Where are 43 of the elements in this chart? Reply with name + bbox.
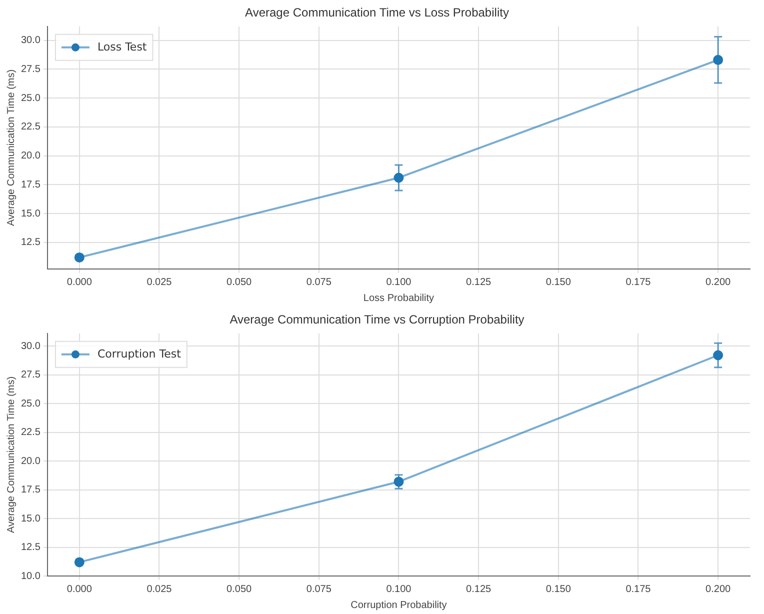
y-tick-label: 17.5 xyxy=(20,179,41,190)
x-tick-label: 0.175 xyxy=(626,276,652,288)
legend-label: Loss Test xyxy=(97,40,148,54)
y-tick-label: 10.0 xyxy=(20,570,41,582)
y-tick-label: 20.0 xyxy=(20,150,41,162)
x-tick-label: 0.100 xyxy=(386,276,412,288)
y-tick-label: 25.0 xyxy=(20,398,41,410)
x-tick-label: 0.125 xyxy=(466,276,492,288)
y-tick-label: 17.5 xyxy=(20,484,41,496)
y-tick-label: 30.0 xyxy=(20,340,41,352)
x-tick-label: 0.000 xyxy=(66,584,92,595)
x-tick-label: 0.075 xyxy=(306,584,332,595)
y-tick-label: 27.5 xyxy=(20,370,41,381)
x-tick-label: 0.100 xyxy=(386,584,412,595)
y-tick-label: 15.0 xyxy=(20,513,41,524)
chart-title: Average Communication Time vs Corruption Probability xyxy=(230,312,524,327)
y-tick-label: 27.5 xyxy=(20,64,41,75)
y-tick-label: 15.0 xyxy=(20,208,41,220)
y-axis-title: Average Communication Time (ms) xyxy=(6,376,17,533)
y-tick-label: 30.0 xyxy=(20,35,41,46)
x-tick-label: 0.200 xyxy=(706,276,732,288)
y-tick-label: 22.5 xyxy=(20,427,41,438)
chart-title: Average Communication Time vs Loss Probability xyxy=(245,6,509,20)
x-axis-title: Corruption Probability xyxy=(350,600,447,611)
y-tick-label: 20.0 xyxy=(20,456,41,467)
x-tick-label: 0.050 xyxy=(226,276,252,288)
x-tick-label: 0.175 xyxy=(626,584,652,595)
x-tick-label: 0.025 xyxy=(146,584,172,595)
x-tick-label: 0.050 xyxy=(226,584,252,595)
y-tick-label: 22.5 xyxy=(20,122,41,133)
y-tick-label: 12.5 xyxy=(20,237,41,248)
x-tick-label: 0.200 xyxy=(706,584,732,595)
y-axis-title: Average Communication Time (ms) xyxy=(6,69,17,226)
x-tick-label: 0.075 xyxy=(306,276,332,288)
y-tick-label: 12.5 xyxy=(20,542,41,554)
x-tick-label: 0.025 xyxy=(146,276,172,288)
legend-label: Corruption Test xyxy=(97,347,182,360)
x-tick-label: 0.125 xyxy=(466,584,492,595)
x-tick-label: 0.000 xyxy=(66,276,92,288)
x-axis-title: Loss Probability xyxy=(363,292,434,304)
x-tick-label: 0.150 xyxy=(546,276,572,288)
x-tick-label: 0.150 xyxy=(546,584,572,595)
y-tick-label: 25.0 xyxy=(20,92,41,104)
